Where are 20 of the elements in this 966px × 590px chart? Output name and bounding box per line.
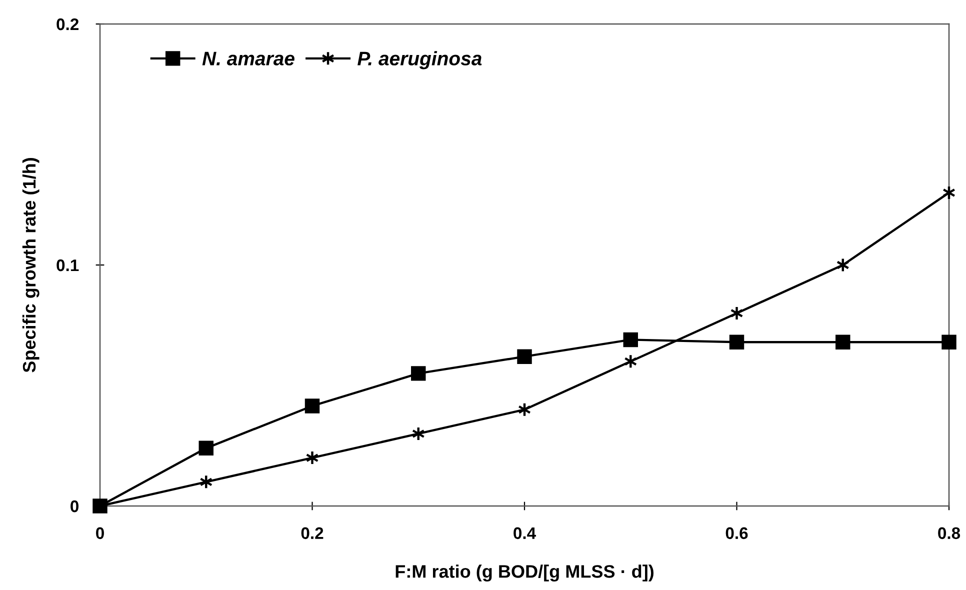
x-tick-label: 0.2: [301, 527, 324, 540]
x-tick-label: 0.8: [938, 527, 960, 540]
point: [729, 334, 744, 350]
legend-label: N. amarae: [202, 52, 294, 66]
y-tick-label: 0: [70, 500, 78, 512]
point: [198, 440, 214, 456]
y-tick-label: 0.2: [56, 18, 78, 30]
point: [411, 366, 426, 381]
point: [623, 332, 638, 348]
point: [517, 349, 532, 364]
x-tick-label: 0: [96, 527, 104, 540]
x-axis-title: F:M ratio (g BOD/[g MLSS · d]): [396, 564, 654, 582]
point: [942, 334, 956, 350]
x-tick-label: 0.6: [726, 527, 748, 540]
y-axis-title: Specific growth rate (1/h): [22, 158, 40, 372]
x-tick-label: 0.4: [514, 527, 536, 540]
point: [836, 334, 850, 350]
legend-label: P. aeruginosa: [358, 51, 482, 70]
y-tick-label: 0.1: [56, 259, 79, 272]
point: [304, 398, 320, 414]
